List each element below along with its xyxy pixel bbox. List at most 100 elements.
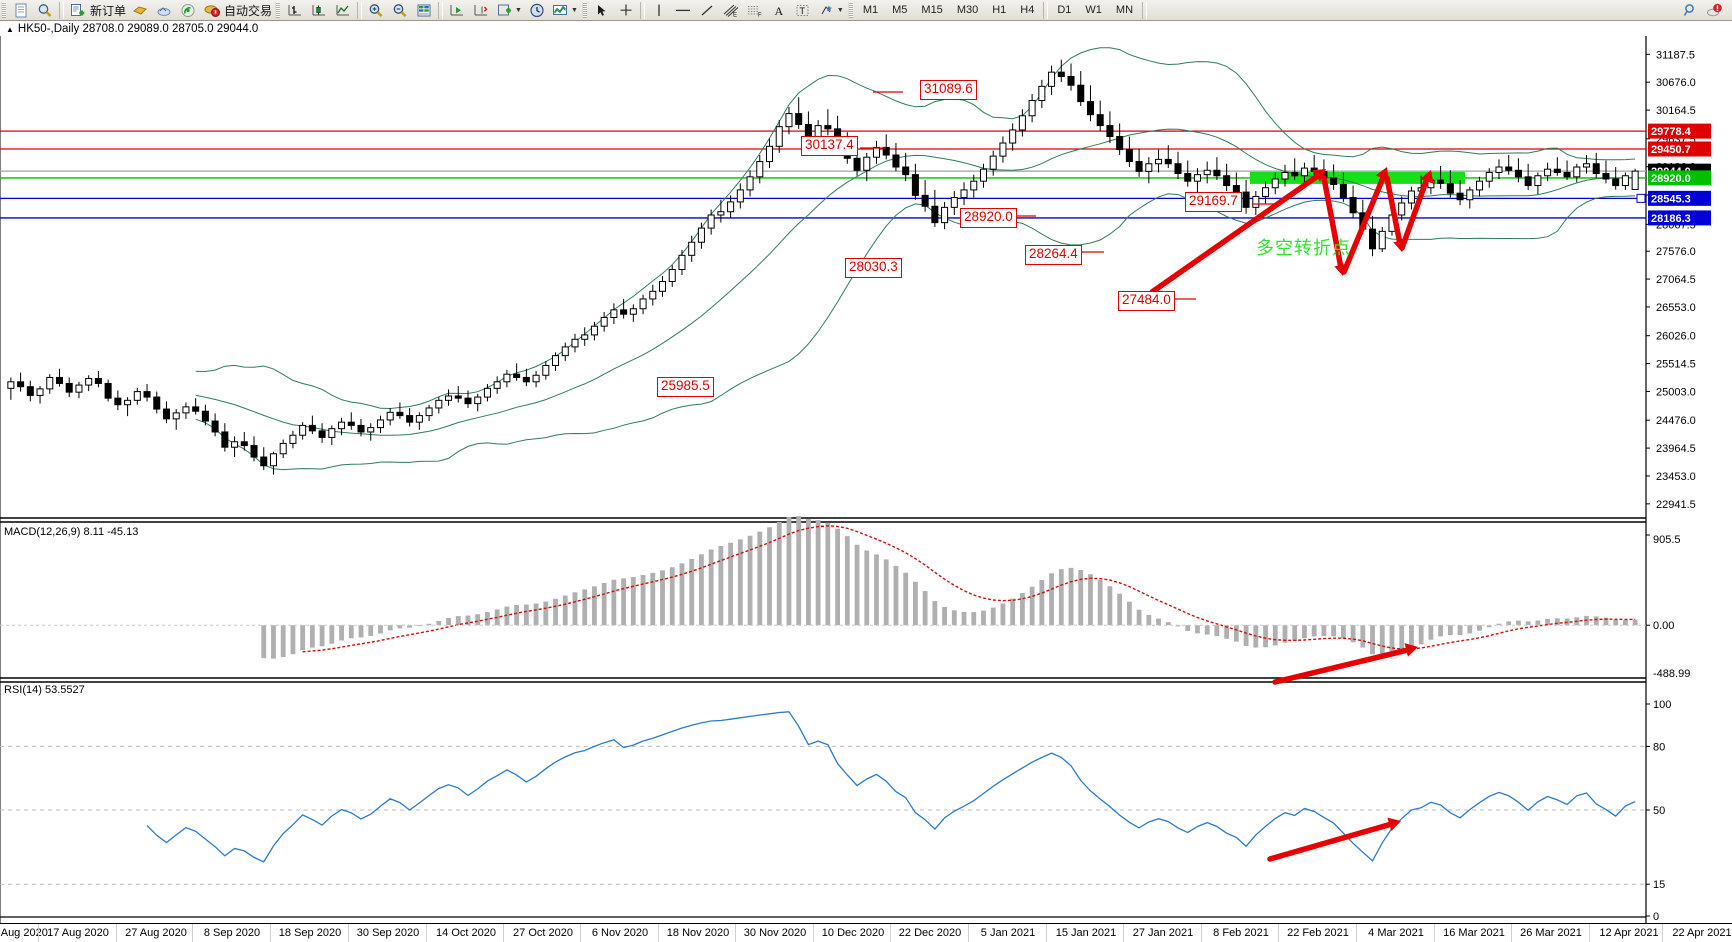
- candle-body: [853, 157, 861, 171]
- candle-body: [17, 381, 25, 388]
- timeframe-m5[interactable]: M5: [892, 4, 908, 16]
- candle-body: [1145, 163, 1153, 172]
- timeframe-m1[interactable]: M1: [862, 4, 879, 16]
- toolbar-separator-6: [1142, 1, 1148, 19]
- date-axis-separator: [1356, 924, 1357, 942]
- fibonacci-icon[interactable]: F: [743, 1, 767, 20]
- candle-body: [1281, 171, 1289, 180]
- horizontal-line-icon[interactable]: [671, 1, 695, 20]
- macd-histogram: [261, 516, 1638, 659]
- date-axis-label: 16 Mar 2021: [1443, 927, 1505, 939]
- templates-icon[interactable]: [549, 1, 573, 20]
- candle-body: [785, 113, 793, 128]
- candle-body: [162, 408, 170, 420]
- timeframe-mn[interactable]: MN: [1115, 4, 1134, 16]
- candle-body: [1524, 176, 1532, 187]
- chart-graphics: 31187.530676.030164.529637.529126.028607…: [0, 36, 1711, 923]
- indicators-dropdown-caret[interactable]: ▼: [515, 6, 522, 14]
- search-icon[interactable]: [1678, 1, 1702, 20]
- date-axis-label: 26 Mar 2021: [1520, 927, 1582, 939]
- bollinger-upper-band: [195, 47, 1636, 410]
- macd-trend-arrow: [1272, 646, 1415, 685]
- chart-shift-icon[interactable]: [469, 1, 493, 20]
- new-order-icon[interactable]: [66, 1, 90, 20]
- resistance-tag-1-bg: [1648, 123, 1711, 139]
- crosshair-icon[interactable]: [614, 1, 638, 20]
- data-window-icon[interactable]: [412, 1, 436, 20]
- toolbar-grip-2[interactable]: [275, 2, 281, 18]
- timeframe-m30[interactable]: M30: [956, 4, 979, 16]
- svg-text:E: E: [733, 12, 737, 18]
- auto-scroll-icon[interactable]: [445, 1, 469, 20]
- equidistant-channel-icon[interactable]: E: [719, 1, 743, 20]
- candle-body: [639, 298, 647, 310]
- date-axis-separator: [813, 924, 814, 942]
- timeframe-d1[interactable]: D1: [1057, 4, 1072, 16]
- resistance-tag-1: 29778.4: [1651, 126, 1692, 138]
- terminal-icon[interactable]: [128, 1, 152, 20]
- new-order-label[interactable]: 新订单: [90, 3, 127, 18]
- chart-canvas[interactable]: 31187.530676.030164.529637.529126.028607…: [0, 36, 1732, 923]
- timeframe-h1[interactable]: H1: [992, 4, 1007, 16]
- candlestick-chart-icon[interactable]: [307, 1, 331, 20]
- trendline-icon[interactable]: [695, 1, 719, 20]
- date-axis-label: 27 Oct 2020: [513, 927, 573, 939]
- candle-body: [775, 126, 783, 147]
- autotrading-icon[interactable]: [200, 1, 224, 20]
- shapes-dropdown-caret[interactable]: ▼: [836, 6, 844, 14]
- date-axis-label: 4 Mar 2021: [1368, 927, 1424, 939]
- candle-body: [1184, 173, 1192, 182]
- toolbar-grip-4[interactable]: [847, 2, 853, 18]
- macd-signal-line: [302, 525, 1636, 653]
- toolbar-grip[interactable]: [1, 2, 6, 18]
- zoom-in-icon[interactable]: [364, 1, 388, 20]
- alerts-icon[interactable]: [1702, 1, 1726, 20]
- indicators-icon[interactable]: [493, 1, 517, 20]
- text-label-icon[interactable]: T: [791, 1, 815, 20]
- toolbar-grip-3[interactable]: [581, 2, 587, 18]
- rsi-axis-label: 80: [1653, 741, 1665, 753]
- date-axis-label: 6 Nov 2020: [591, 927, 649, 939]
- autotrading-label[interactable]: 自动交易: [224, 3, 273, 18]
- date-axis-label: 27 Aug 2020: [125, 927, 187, 939]
- trend-arrow-up-2: [1341, 170, 1388, 275]
- shapes-icon[interactable]: [815, 1, 839, 20]
- candle-body: [1271, 178, 1279, 189]
- trend-arrow-up-3: [1399, 173, 1431, 251]
- support-blue-tag-1: 28545.3: [1651, 193, 1691, 205]
- text-icon[interactable]: A: [767, 1, 791, 20]
- candle-body: [367, 427, 375, 433]
- new-document-icon[interactable]: [9, 1, 33, 20]
- candle-body: [697, 227, 705, 243]
- level-handle[interactable]: [1636, 193, 1646, 203]
- search-market-icon[interactable]: [33, 1, 57, 20]
- candle-body: [1446, 182, 1454, 194]
- periods-icon[interactable]: [525, 1, 549, 20]
- collapse-triangle-icon[interactable]: ▲: [6, 24, 14, 34]
- candle-body: [668, 269, 676, 282]
- candle-body: [1048, 71, 1056, 87]
- date-axis-label: 27 Jan 2021: [1132, 927, 1194, 939]
- vertical-line-icon[interactable]: [647, 1, 671, 20]
- templates-dropdown-caret[interactable]: ▼: [570, 6, 578, 14]
- navigator-icon[interactable]: [152, 1, 176, 20]
- line-chart-icon[interactable]: [331, 1, 355, 20]
- date-axis-separator: [1589, 924, 1590, 942]
- timeframe-w1[interactable]: W1: [1085, 4, 1102, 16]
- candle-body: [347, 421, 355, 426]
- candle-body: [552, 355, 560, 366]
- timeframe-m15[interactable]: M15: [921, 4, 943, 16]
- timeframe-h4[interactable]: H4: [1020, 4, 1035, 16]
- bar-chart-icon[interactable]: [283, 1, 307, 20]
- trend-arrow-up-1: [1149, 170, 1325, 295]
- candle-body: [260, 456, 268, 467]
- annotation-31089: 31089.6: [920, 80, 977, 100]
- candle-body: [513, 373, 521, 378]
- date-axis-separator: [1201, 924, 1202, 942]
- rsi-indicator-title: RSI(14) 53.5527: [4, 684, 85, 696]
- annotation-29169: 29169.7: [1185, 192, 1242, 212]
- signals-icon[interactable]: [176, 1, 200, 20]
- price-tick-label: 22941.5: [1656, 499, 1696, 511]
- cursor-icon[interactable]: [590, 1, 614, 20]
- zoom-out-icon[interactable]: [388, 1, 412, 20]
